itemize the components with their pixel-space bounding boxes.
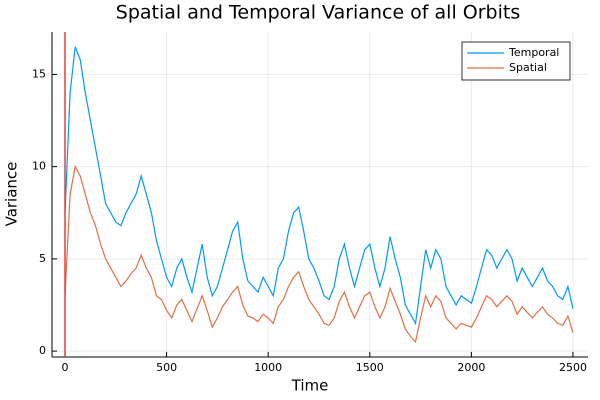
x-tick-label: 2500 (559, 361, 587, 374)
y-tick-label: 15 (32, 67, 46, 80)
x-tick-label: 1000 (254, 361, 282, 374)
x-tick-label: 0 (62, 361, 69, 374)
y-tick-label: 10 (32, 160, 46, 173)
y-tick-label: 5 (39, 252, 46, 265)
y-tick-label: 0 (39, 344, 46, 357)
series-line (64, 46, 574, 326)
y-axis-label: Variance (3, 162, 21, 227)
legend-box (461, 41, 571, 81)
x-tick-label: 500 (156, 361, 177, 374)
x-tick-label: 1500 (356, 361, 384, 374)
legend-label: Spatial (509, 61, 547, 74)
legend-label: Temporal (508, 46, 559, 59)
x-axis-label: Time (291, 377, 329, 395)
series-line (64, 164, 574, 344)
x-tick-label: 2000 (457, 361, 485, 374)
chart-title: Spatial and Temporal Variance of all Orb… (116, 2, 520, 24)
